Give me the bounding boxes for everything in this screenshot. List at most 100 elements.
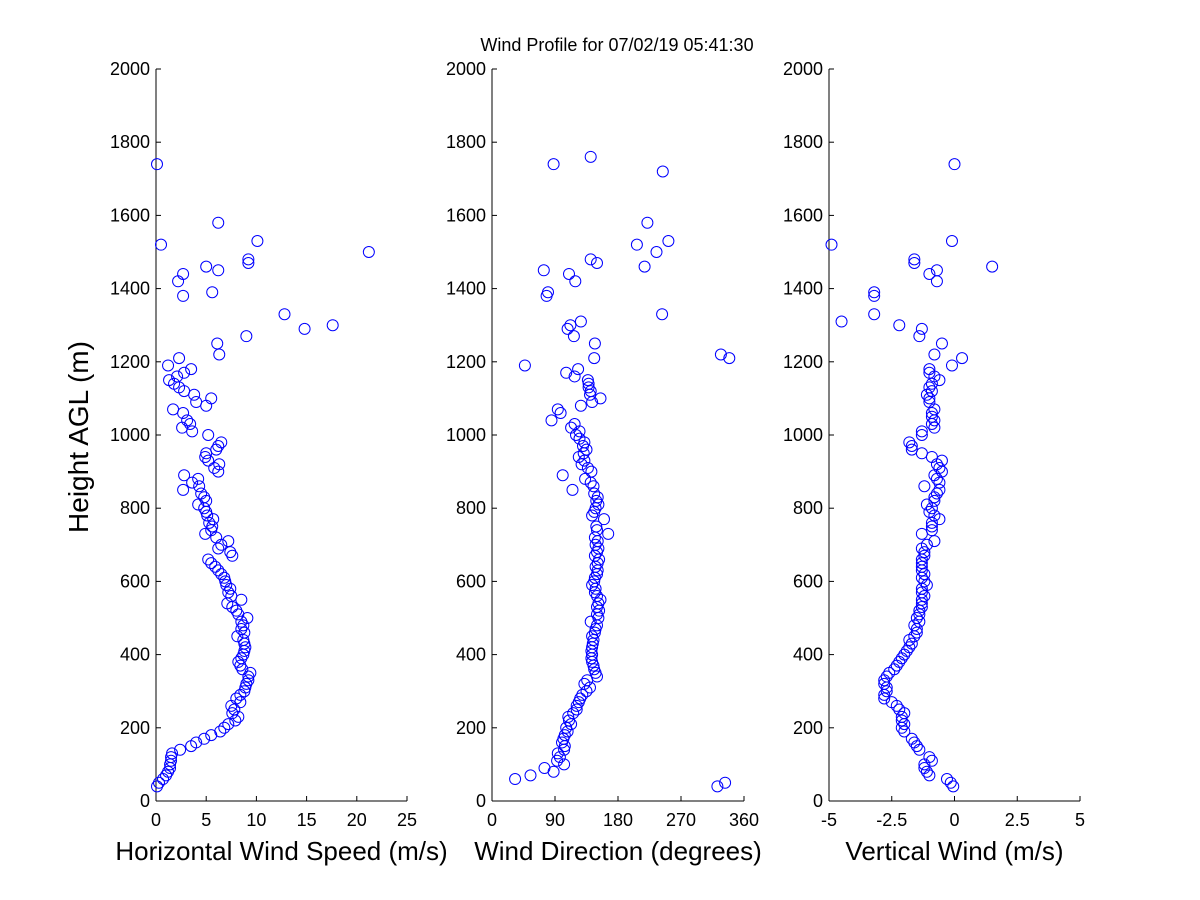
wind-direction-panel: 0 200 400 600 800 1000 1200 1400 1600 1800 2000 0 90… — [446, 59, 762, 866]
data-point — [582, 381, 595, 394]
data-point — [580, 443, 593, 456]
y-tick-label: 800 — [793, 498, 823, 518]
y-tick-label: 1400 — [110, 279, 150, 299]
data-point — [545, 414, 558, 427]
data-point — [225, 590, 238, 603]
data-point — [524, 769, 537, 782]
data-point — [825, 238, 838, 251]
data-point — [581, 461, 594, 474]
data-point — [925, 377, 938, 390]
x-tick-label: 270 — [666, 810, 696, 830]
data-point — [592, 597, 605, 610]
data-point — [584, 385, 597, 398]
data-point — [915, 429, 928, 441]
data-point — [923, 381, 936, 394]
data-point — [214, 725, 227, 738]
data-point — [895, 710, 908, 723]
data-point — [584, 615, 597, 628]
data-point — [151, 158, 164, 171]
data-point — [215, 568, 228, 581]
data-point — [568, 370, 581, 383]
data-point — [178, 366, 191, 379]
data-point — [905, 439, 918, 452]
data-point — [561, 322, 574, 335]
data-point — [711, 780, 724, 793]
data-point — [574, 692, 587, 705]
data-point — [234, 696, 247, 709]
data-point — [177, 483, 190, 496]
data-point — [173, 352, 186, 365]
data-point — [923, 366, 936, 379]
data-point — [588, 337, 601, 350]
data-point — [585, 465, 598, 478]
data-point — [918, 549, 931, 562]
x-tick-label: 180 — [603, 810, 633, 830]
y-tick-label: 2000 — [446, 59, 486, 79]
y-tick-label: 200 — [456, 718, 486, 738]
data-point — [913, 608, 926, 621]
data-point — [572, 363, 585, 376]
data-point — [582, 377, 595, 390]
data-point — [588, 352, 601, 365]
data-point — [925, 754, 938, 767]
data-point — [230, 692, 243, 705]
data-point — [928, 348, 941, 361]
data-point — [588, 487, 601, 500]
data-point — [207, 513, 220, 526]
data-point — [155, 238, 168, 251]
y-tick-label: 1200 — [110, 352, 150, 372]
data-point — [163, 374, 176, 387]
data-point — [569, 275, 582, 288]
data-point — [231, 630, 244, 643]
x-tick-label: 0 — [949, 810, 959, 830]
data-point — [591, 491, 604, 504]
x-tick-label: 2.5 — [1005, 810, 1030, 830]
data-point — [547, 765, 560, 778]
data-point — [913, 604, 926, 617]
data-point — [212, 264, 225, 277]
data-point — [244, 666, 257, 679]
data-point — [880, 685, 893, 698]
y-tick-label: 1000 — [446, 425, 486, 445]
y-tick-label: 1000 — [110, 425, 150, 445]
y-tick-label: 2000 — [110, 59, 150, 79]
data-point — [213, 458, 226, 471]
data-point — [868, 289, 881, 302]
y-tick-label: 1200 — [783, 352, 823, 372]
data-point — [202, 553, 215, 566]
data-point — [200, 260, 213, 273]
data-point — [205, 392, 218, 405]
data-point — [212, 564, 225, 577]
data-point — [166, 747, 179, 760]
data-point — [918, 568, 931, 581]
data-point — [925, 407, 938, 420]
data-point — [556, 469, 569, 482]
data-point — [553, 751, 566, 764]
data-point — [551, 747, 564, 760]
data-point — [184, 418, 197, 431]
data-point — [206, 286, 219, 299]
data-point — [218, 721, 231, 734]
y-tick-label: 0 — [476, 791, 486, 811]
data-point — [723, 352, 736, 365]
data-point — [898, 725, 911, 738]
x-tick-label: -5 — [821, 810, 837, 830]
data-point — [186, 476, 199, 489]
y-tick-label: 200 — [793, 718, 823, 738]
data-point — [565, 421, 578, 434]
data-point — [564, 319, 577, 332]
data-point — [181, 414, 194, 427]
x-tick-label: 25 — [397, 810, 417, 830]
data-point — [242, 256, 255, 269]
data-point — [878, 692, 891, 705]
data-point — [945, 359, 958, 372]
data-point — [584, 150, 597, 163]
x-tick-label: 15 — [297, 810, 317, 830]
y-axis-title: Height AGL (m) — [63, 341, 94, 533]
data-point — [203, 516, 216, 529]
data-point — [222, 535, 235, 548]
data-point — [212, 216, 225, 229]
data-point — [193, 480, 206, 493]
y-tick-label: 200 — [120, 718, 150, 738]
data-point — [242, 674, 255, 687]
